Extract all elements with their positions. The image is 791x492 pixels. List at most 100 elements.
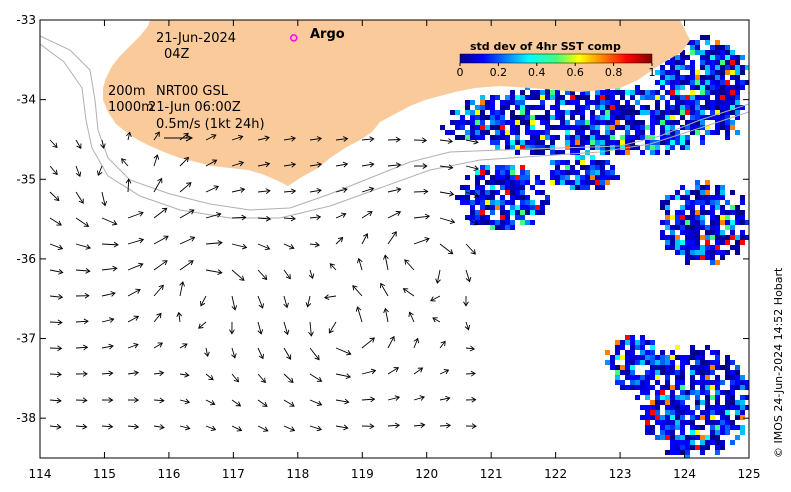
current-arrow-head [328, 328, 334, 334]
sst-cell [590, 140, 595, 145]
sst-cell [530, 220, 535, 225]
sst-cell [660, 125, 665, 130]
current-arrow [335, 399, 349, 403]
sst-cell [720, 220, 725, 225]
sst-cell [690, 105, 695, 110]
sst-cell [650, 405, 655, 410]
sst-cell [585, 100, 590, 105]
sst-cell [465, 120, 470, 125]
sst-cell [740, 80, 745, 85]
sst-cell [700, 140, 705, 145]
sst-cell [570, 95, 575, 100]
sst-cell [685, 205, 690, 210]
sst-cell [495, 130, 500, 135]
sst-cell [675, 225, 680, 230]
sst-cell [690, 225, 695, 230]
sst-cell [705, 375, 710, 380]
current-arrow-head [138, 262, 144, 269]
sst-cell [620, 110, 625, 115]
current-arrow [283, 243, 294, 249]
sst-cell [665, 225, 670, 230]
sst-cell [565, 170, 570, 175]
current-arrow-head [315, 214, 322, 221]
sst-cell [525, 220, 530, 225]
sst-cell [485, 165, 490, 170]
sst-cell [720, 120, 725, 125]
sst-cell [565, 125, 570, 130]
sst-cell [465, 135, 470, 140]
sst-cell [710, 410, 715, 415]
current-arrow [153, 399, 164, 402]
sst-cell [600, 165, 605, 170]
sst-cell [540, 95, 545, 100]
current-arrow-head [100, 143, 106, 149]
current-arrow [205, 213, 221, 219]
sst-cell [630, 120, 635, 125]
sst-cell [530, 210, 535, 215]
sst-cell [475, 215, 480, 220]
sst-cell [730, 90, 735, 95]
sst-cell [680, 355, 685, 360]
sst-cell [645, 125, 650, 130]
sst-cell [645, 430, 650, 435]
sst-cell [710, 85, 715, 90]
sst-cell [480, 210, 485, 215]
sst-cell [670, 415, 675, 420]
sst-cell [650, 355, 655, 360]
sst-cell [590, 100, 595, 105]
sst-cell [475, 120, 480, 125]
sst-cell [610, 105, 615, 110]
current-arrow [387, 211, 401, 219]
sst-cell [680, 135, 685, 140]
sst-cell [730, 405, 735, 410]
sst-cell [540, 130, 545, 135]
sst-cell [590, 155, 595, 160]
current-arrow-head [308, 273, 315, 280]
sst-cell [705, 405, 710, 410]
sst-cell [730, 440, 735, 445]
sst-cell [595, 130, 600, 135]
x-tick-label: 115 [93, 467, 116, 481]
sst-cell [680, 445, 685, 450]
sst-cell [700, 380, 705, 385]
sst-cell [665, 395, 670, 400]
current-arrow [465, 269, 471, 282]
sst-cell [690, 130, 695, 135]
sst-cell [650, 345, 655, 350]
sst-cell [550, 125, 555, 130]
sst-cell [735, 425, 740, 430]
sst-cell [645, 370, 650, 375]
colorbar-title: std dev of 4hr SST comp [470, 40, 621, 53]
sst-cell [665, 245, 670, 250]
sst-cell [495, 125, 500, 130]
sst-cell [565, 180, 570, 185]
current-arrow-head [209, 400, 216, 406]
current-arrow [257, 425, 268, 432]
sst-cell [660, 120, 665, 125]
sst-cell [710, 380, 715, 385]
current-arrow-head [133, 342, 139, 349]
sst-cell [580, 95, 585, 100]
current-arrow-head [380, 282, 386, 289]
sst-cell [670, 400, 675, 405]
current-arrow-head [445, 422, 452, 429]
sst-cell [710, 195, 715, 200]
sst-cell [735, 215, 740, 220]
sst-cell [690, 350, 695, 355]
sst-cell [660, 140, 665, 145]
sst-cell [500, 135, 505, 140]
sst-cell [590, 170, 595, 175]
sst-cell [540, 115, 545, 120]
sst-cell [705, 230, 710, 235]
sst-cell [550, 160, 555, 165]
sst-cell [705, 235, 710, 240]
current-arrow [49, 373, 62, 376]
sst-cell [695, 235, 700, 240]
sst-cell [715, 430, 720, 435]
sst-cell [705, 75, 710, 80]
sst-cell [640, 95, 645, 100]
sst-cell [680, 225, 685, 230]
sst-cell [690, 210, 695, 215]
sst-cell [655, 115, 660, 120]
sst-cell [690, 40, 695, 45]
